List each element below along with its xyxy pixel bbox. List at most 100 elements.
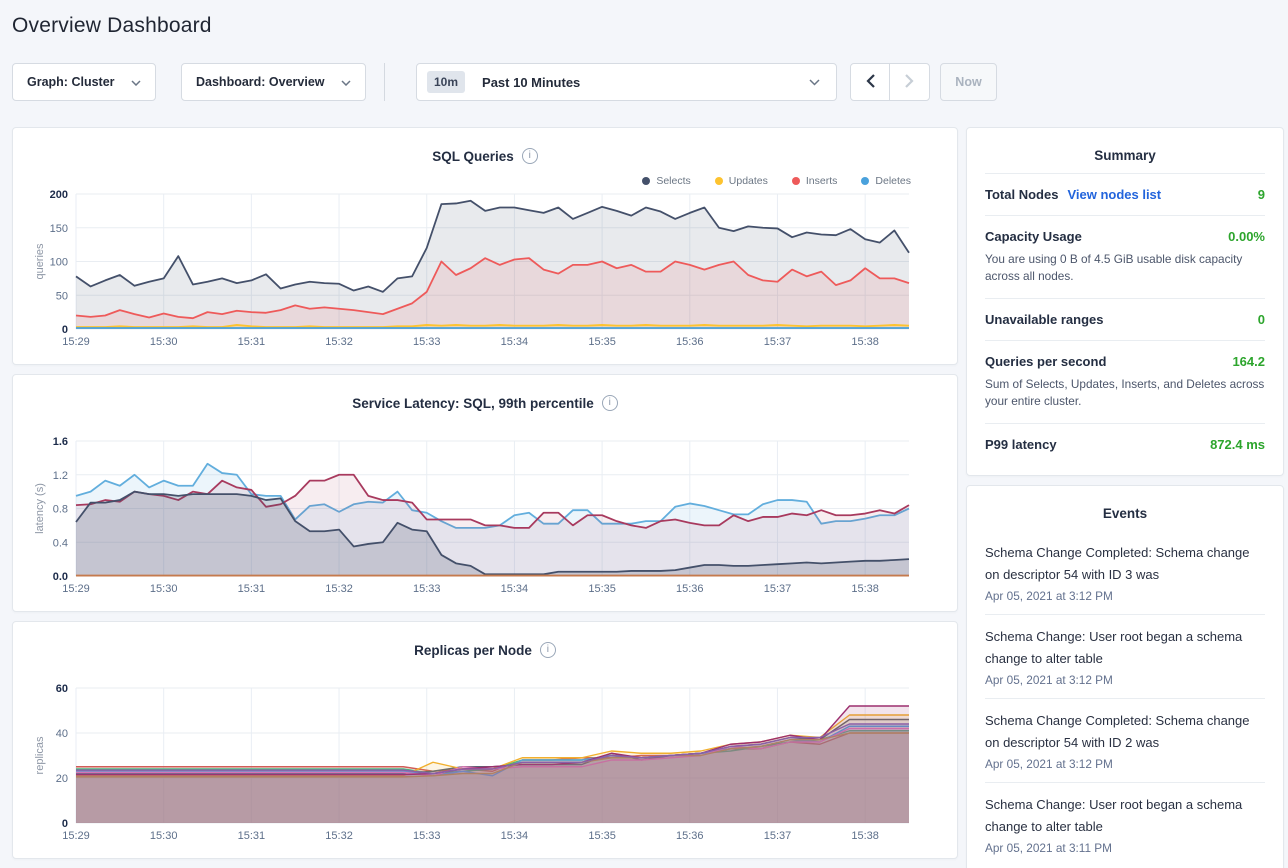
chevron-right-icon (905, 73, 914, 91)
svg-text:15:34: 15:34 (501, 336, 529, 348)
svg-text:15:38: 15:38 (851, 583, 879, 595)
legend-item[interactable]: Inserts (791, 175, 838, 187)
chart-title: SQL Queries (432, 148, 514, 164)
svg-text:40: 40 (56, 728, 68, 740)
legend-item[interactable]: Updates (714, 175, 768, 187)
legend-dot (791, 177, 800, 185)
events-panel: Events Schema Change Completed: Schema c… (966, 485, 1284, 868)
summary-label: Unavailable ranges (985, 312, 1104, 327)
sql-queries-chart[interactable]: 15:29 15:30 15:31 15:32 15:33 15:34 15:35 15:36… (13, 172, 957, 362)
svg-text:15:35: 15:35 (588, 583, 616, 595)
svg-text:15:36: 15:36 (676, 830, 704, 842)
svg-text:15:37: 15:37 (764, 583, 792, 595)
svg-text:15:37: 15:37 (764, 830, 792, 842)
charts-column: SQL Queries i Selects Updates Inserts Delet… (12, 127, 958, 868)
svg-text:15:36: 15:36 (676, 583, 704, 595)
legend-label: Inserts (805, 175, 838, 187)
event-item: Schema Change: User root began a schema … (985, 783, 1265, 866)
svg-text:15:29: 15:29 (62, 830, 90, 842)
replicas-per-node-chart[interactable]: 15:29 15:30 15:31 15:32 15:33 15:34 15:35 15:36… (13, 666, 957, 856)
now-button[interactable]: Now (940, 63, 997, 101)
summary-label: Total Nodes (985, 187, 1059, 202)
legend-dot (642, 177, 651, 185)
legend-dot (714, 177, 723, 185)
toolbar-divider (384, 63, 385, 101)
svg-text:0.4: 0.4 (53, 537, 68, 549)
legend-label: Updates (728, 175, 768, 187)
summary-row-p99-latency: P99 latency 872.4 ms (985, 423, 1265, 465)
summary-value: 0 (1257, 312, 1265, 327)
chevron-down-icon (809, 75, 820, 89)
summary-panel: Summary Total Nodes View nodes list 9 Ca… (966, 127, 1284, 476)
prev-time-button[interactable] (851, 64, 890, 100)
events-panel-title: Events (1102, 506, 1148, 521)
time-range-label: Past 10 Minutes (482, 74, 581, 90)
info-icon[interactable]: i (601, 395, 618, 411)
legend-item[interactable]: Deletes (861, 175, 911, 187)
summary-row-unavailable-ranges: Unavailable ranges 0 (985, 298, 1265, 340)
svg-text:1.2: 1.2 (53, 470, 68, 482)
svg-text:15:33: 15:33 (413, 583, 441, 595)
page-title: Overview Dashboard (12, 14, 212, 37)
svg-text:15:35: 15:35 (588, 830, 616, 842)
next-time-button[interactable] (890, 64, 929, 100)
svg-text:15:29: 15:29 (62, 336, 90, 348)
chevron-left-icon (865, 73, 875, 91)
svg-text:0: 0 (62, 818, 68, 830)
event-item: Schema Change: User root began a schema … (985, 615, 1265, 699)
svg-text:15:29: 15:29 (62, 583, 90, 595)
svg-text:15:30: 15:30 (150, 583, 178, 595)
svg-text:50: 50 (56, 290, 68, 302)
info-icon[interactable]: i (521, 148, 538, 164)
chevron-down-icon (341, 75, 351, 89)
svg-text:15:35: 15:35 (588, 336, 616, 348)
summary-row-capacity-usage: Capacity Usage 0.00% You are using 0 B o… (985, 215, 1265, 298)
summary-label: Queries per second (985, 354, 1107, 369)
service-latency-chart-card: Service Latency: SQL, 99th percentile i … (12, 374, 958, 612)
replicas-per-node-chart-card: Replicas per Node i 15:29 15:30 15:31 15:32… (12, 621, 958, 859)
event-text: Schema Change: User root began a schema … (985, 797, 1243, 834)
summary-value: 0.00% (1228, 229, 1265, 244)
event-text: Schema Change: User root began a schema … (985, 629, 1243, 666)
graph-dropdown[interactable]: Graph: Cluster (12, 63, 156, 101)
event-timestamp: Apr 05, 2021 at 3:12 PM (985, 589, 1113, 603)
event-text: Schema Change Completed: Schema change o… (985, 713, 1250, 750)
graph-dropdown-label: Graph: Cluster (27, 75, 115, 89)
svg-text:15:32: 15:32 (325, 830, 353, 842)
legend-dot (861, 177, 870, 185)
svg-text:15:32: 15:32 (325, 583, 353, 595)
time-pager (850, 63, 930, 101)
svg-text:150: 150 (50, 223, 68, 235)
summary-row-queries-per-second: Queries per second 164.2 Sum of Selects,… (985, 340, 1265, 423)
info-icon[interactable]: i (539, 642, 556, 658)
now-button-label: Now (955, 75, 982, 89)
svg-text:15:36: 15:36 (676, 336, 704, 348)
svg-text:20: 20 (56, 773, 68, 785)
svg-text:15:37: 15:37 (764, 336, 792, 348)
svg-text:15:33: 15:33 (413, 830, 441, 842)
svg-text:0: 0 (62, 324, 68, 336)
legend-label: Deletes (875, 175, 911, 187)
view-nodes-list-link[interactable]: View nodes list (1067, 187, 1162, 202)
svg-text:replicas: replicas (34, 736, 46, 774)
chart-title: Service Latency: SQL, 99th percentile (352, 395, 594, 411)
time-range-picker[interactable]: 10m Past 10 Minutes (416, 63, 837, 101)
svg-text:15:38: 15:38 (851, 830, 879, 842)
summary-value: 164.2 (1232, 354, 1265, 369)
svg-text:15:31: 15:31 (238, 583, 266, 595)
summary-value: 872.4 ms (1210, 437, 1265, 452)
dashboard-dropdown[interactable]: Dashboard: Overview (181, 63, 366, 101)
svg-text:15:34: 15:34 (501, 830, 529, 842)
event-item: Schema Change Completed: Schema change o… (985, 531, 1265, 615)
summary-panel-title: Summary (1094, 148, 1156, 163)
service-latency-chart[interactable]: 15:29 15:30 15:31 15:32 15:33 15:34 15:35 15:36… (13, 419, 957, 609)
summary-label: Capacity Usage (985, 229, 1082, 244)
event-text: Schema Change Completed: Schema change o… (985, 545, 1250, 582)
svg-text:15:31: 15:31 (238, 336, 266, 348)
svg-text:100: 100 (50, 257, 68, 269)
svg-text:15:38: 15:38 (851, 336, 879, 348)
legend-item[interactable]: Selects (642, 175, 691, 187)
svg-text:latency (s): latency (s) (34, 483, 46, 534)
event-timestamp: Apr 05, 2021 at 3:12 PM (985, 673, 1113, 687)
time-range-badge: 10m (427, 71, 466, 93)
